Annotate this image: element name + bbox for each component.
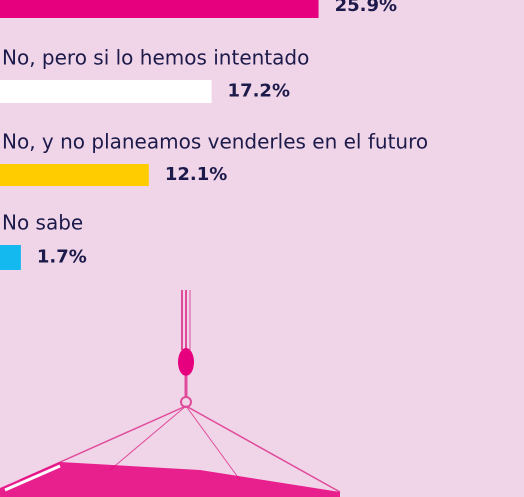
value-label: 12.1% (165, 164, 227, 185)
bar (0, 0, 319, 18)
bar (0, 245, 21, 270)
category-label: No, y no planeamos venderles en el futur… (2, 130, 428, 154)
category-label: No, pero si lo hemos intentado (2, 46, 309, 70)
value-label: 17.2% (228, 81, 290, 102)
bar (0, 80, 212, 103)
category-label: No sabe (2, 211, 83, 235)
value-label: 1.7% (37, 247, 87, 268)
value-label: 25.9% (335, 0, 397, 16)
bar (0, 164, 149, 186)
chart: 25.9% No, pero si lo hemos intentado 17.2%… (0, 0, 524, 497)
